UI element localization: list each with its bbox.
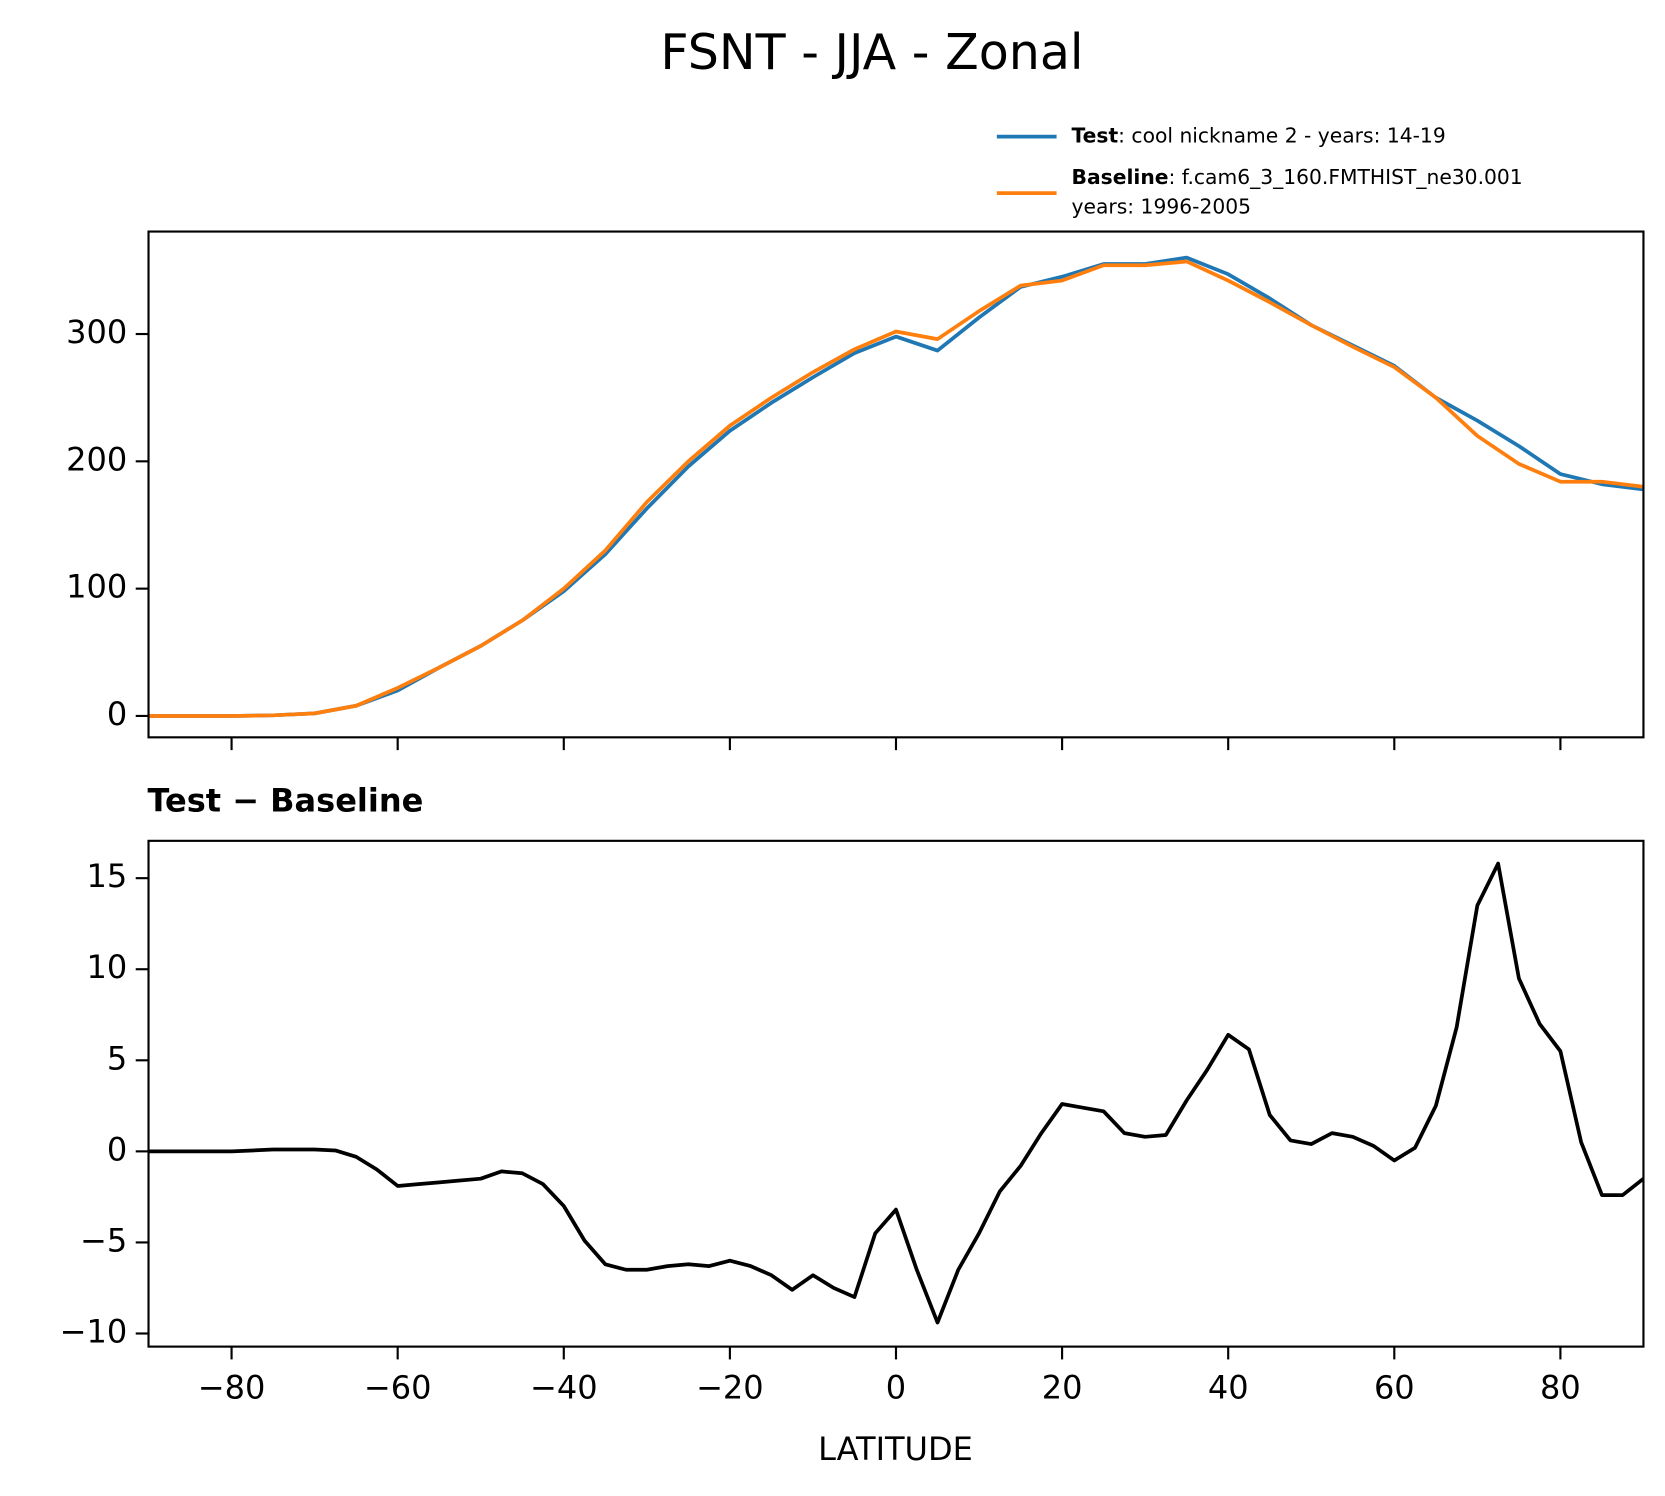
legend-name: Baseline bbox=[1072, 165, 1169, 189]
y-tick-label: 0 bbox=[107, 1130, 127, 1168]
legend-entry: Baseline: f.cam6_3_160.FMTHIST_ne30.001 bbox=[1072, 165, 1523, 189]
x-tick-label: −40 bbox=[530, 1368, 598, 1406]
x-tick-label: −60 bbox=[364, 1368, 432, 1406]
x-tick-label: 20 bbox=[1042, 1368, 1083, 1406]
x-tick-label: 80 bbox=[1540, 1368, 1581, 1406]
x-tick-label: 60 bbox=[1374, 1368, 1415, 1406]
y-tick-label: 100 bbox=[66, 568, 127, 606]
x-tick-label: −80 bbox=[198, 1368, 266, 1406]
data-line bbox=[148, 259, 1644, 718]
x-tick-label: 0 bbox=[886, 1368, 906, 1406]
y-tick-label: 0 bbox=[107, 695, 127, 733]
legend-name: Test bbox=[1072, 123, 1119, 147]
y-tick-label: 200 bbox=[66, 440, 127, 478]
y-tick-label: 15 bbox=[86, 857, 127, 895]
legend-label: : f.cam6_3_160.FMTHIST_ne30.001 bbox=[1169, 165, 1523, 189]
y-tick-label: 300 bbox=[66, 313, 127, 351]
data-line bbox=[148, 861, 1644, 1325]
y-tick-label: −10 bbox=[60, 1312, 128, 1350]
panel-title: Test − Baseline bbox=[147, 781, 423, 819]
y-tick-label: 10 bbox=[86, 948, 127, 986]
x-tick-label: 40 bbox=[1208, 1368, 1249, 1406]
y-tick-label: 5 bbox=[107, 1039, 127, 1077]
legend-label-line: years: 1996-2005 bbox=[1072, 195, 1252, 219]
figure-title: FSNT - JJA - Zonal bbox=[660, 23, 1083, 81]
legend-label: : cool nickname 2 - years: 14-19 bbox=[1118, 123, 1446, 147]
legend-entry: Test: cool nickname 2 - years: 14-19 bbox=[1072, 123, 1446, 147]
y-tick-label: −5 bbox=[80, 1221, 127, 1259]
x-axis-label: LATITUDE bbox=[818, 1430, 973, 1468]
x-tick-label: −20 bbox=[696, 1368, 764, 1406]
